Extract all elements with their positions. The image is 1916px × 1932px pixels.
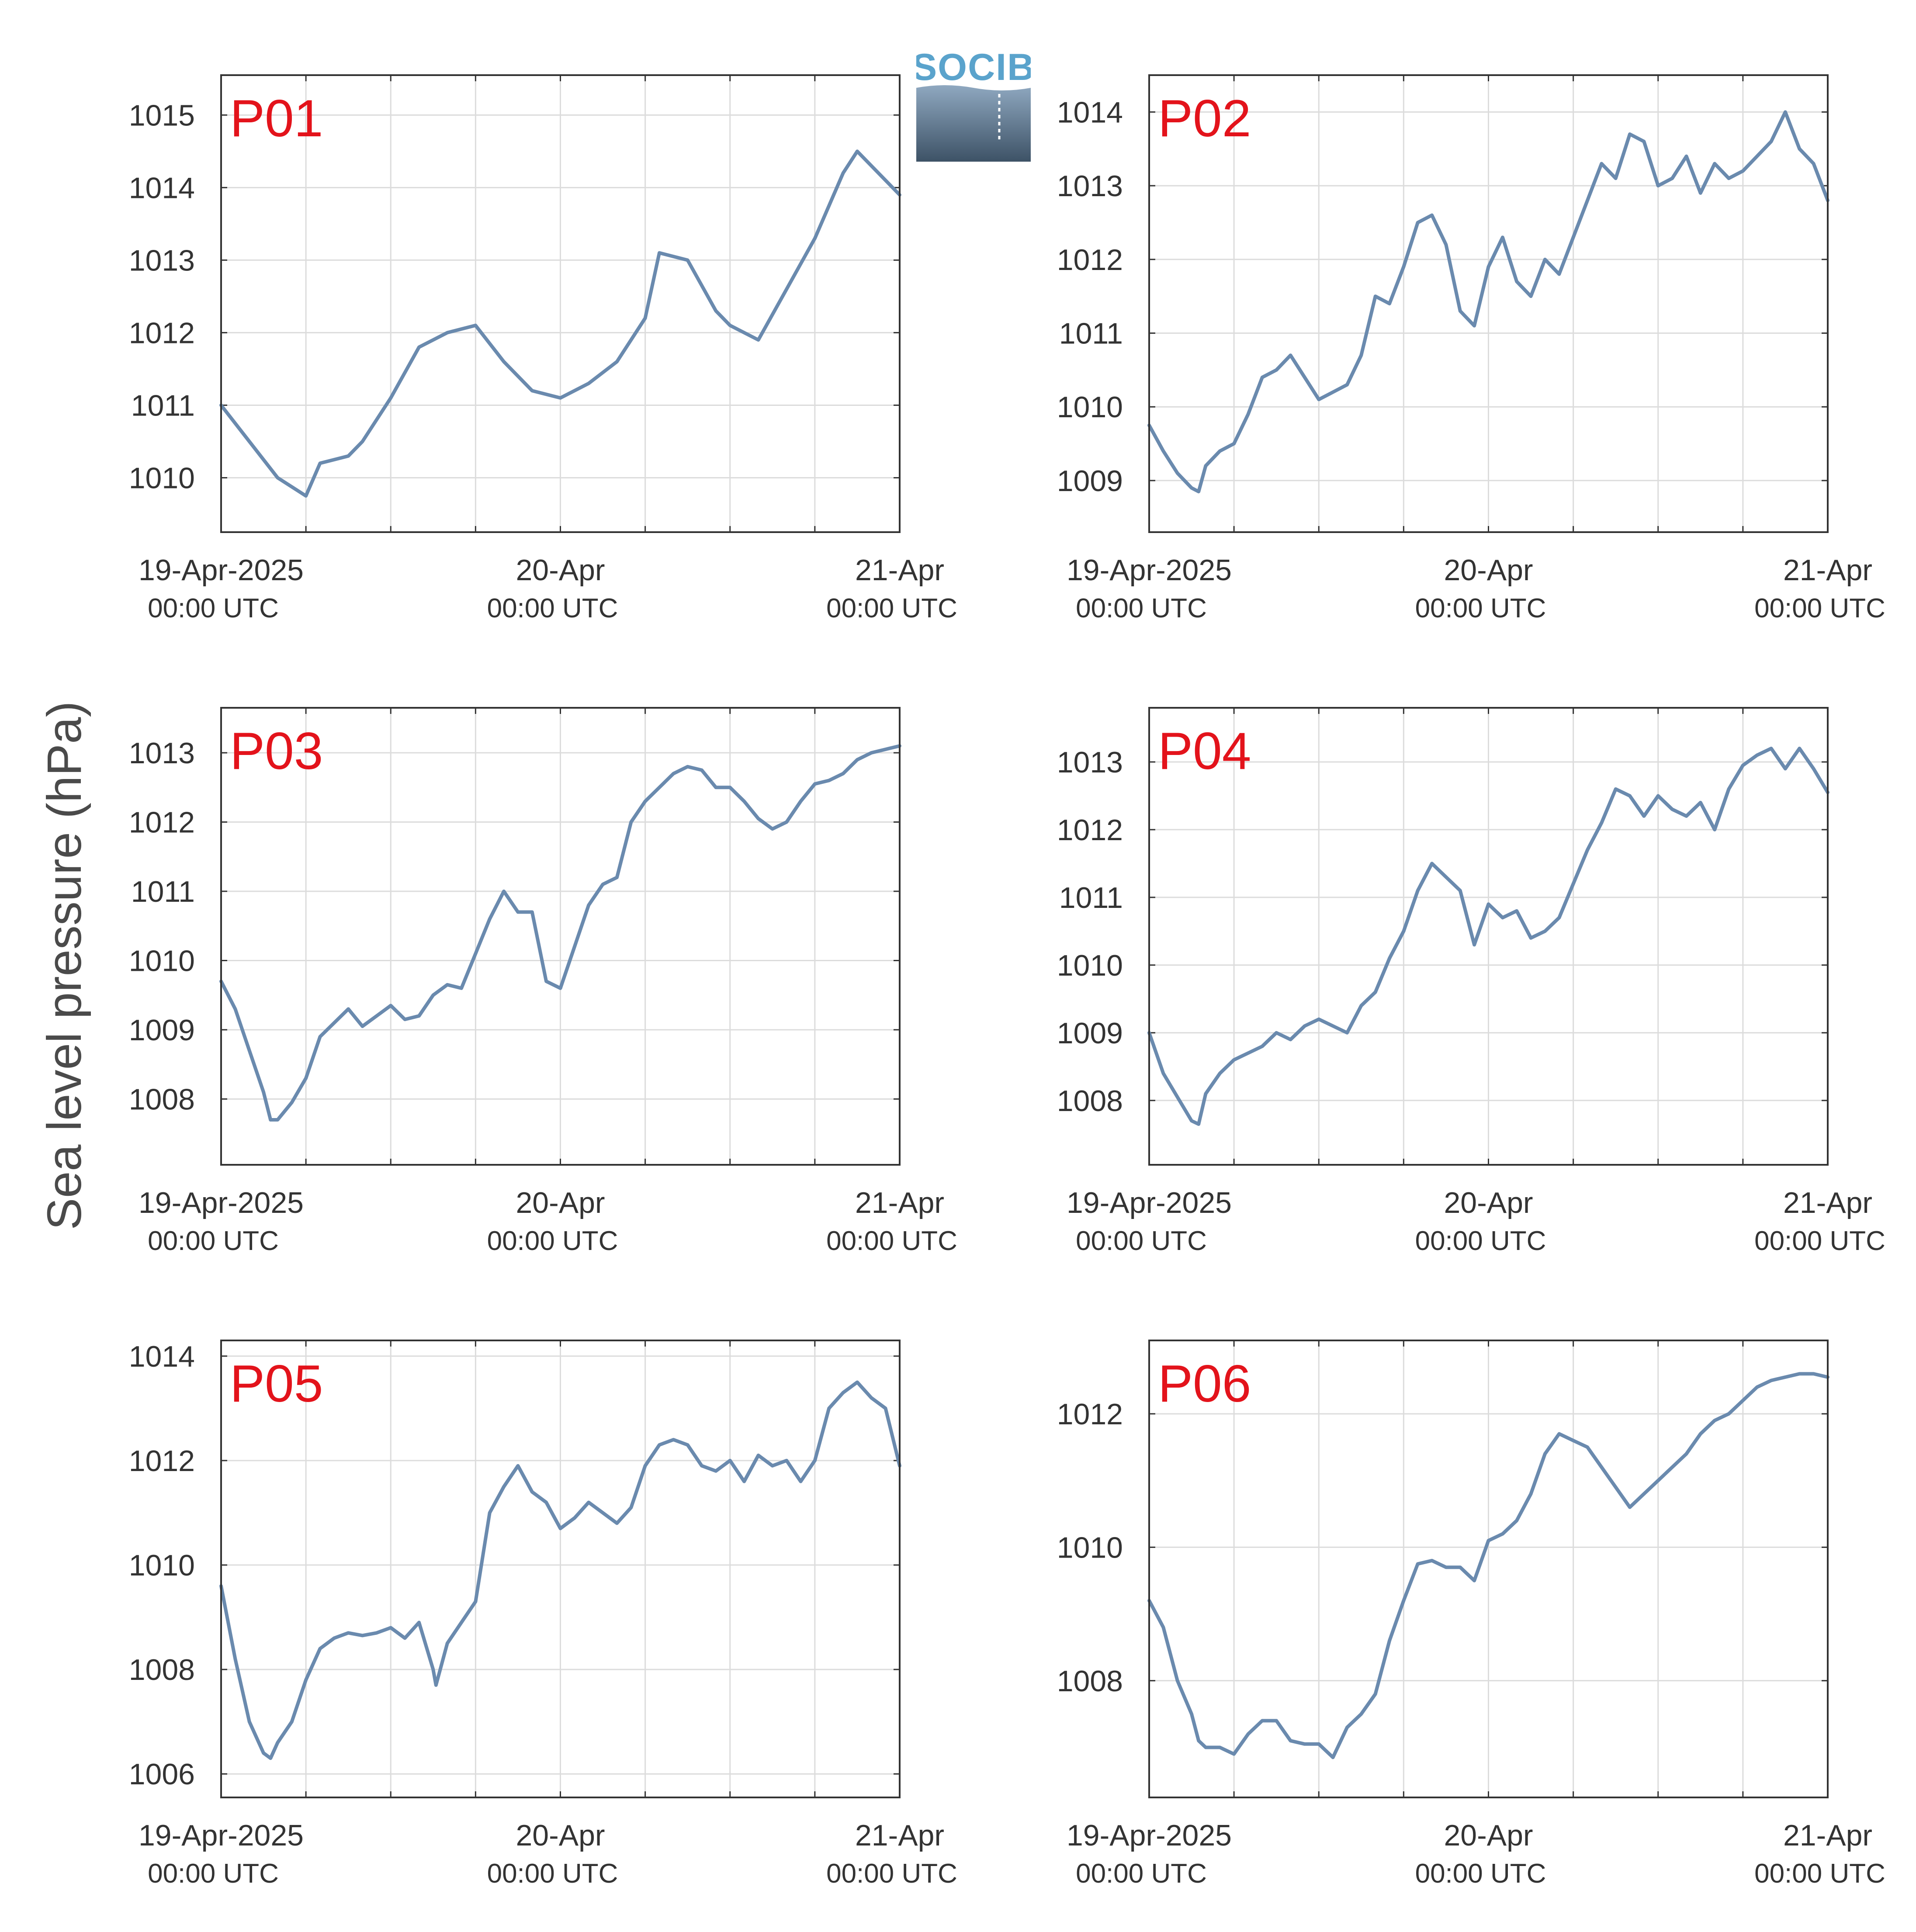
series-line-p06 <box>1147 1372 1829 1759</box>
series-line-p03 <box>219 744 901 1122</box>
y-axis-title: Sea level pressure (hPa) <box>38 701 91 1230</box>
svg-text:SOCIB: SOCIB <box>916 46 1031 88</box>
x-tick-sublabel: 00:00 UTC <box>1754 1226 1885 1256</box>
panel-p01: 1010 1011 1012 1013 1014 1015 P01 19-Apr-2025 00… <box>129 74 957 623</box>
y-tick-label: 1012 <box>129 316 195 350</box>
panel-p04: 1008 1009 1010 1011 1012 1013 P04 19-Apr-2025 00… <box>1057 707 1885 1256</box>
plot-frame <box>1148 707 1829 1166</box>
x-tick-label: 20-Apr <box>516 1186 605 1219</box>
y-tick-label: 1010 <box>1057 1531 1123 1564</box>
panel-p02: 1009 1010 1011 1012 1013 1014 P02 19-Apr-2025 00… <box>1057 74 1885 623</box>
x-tick-label: 21-Apr <box>855 1819 944 1852</box>
plot-frame <box>1148 74 1829 533</box>
series-line-p04 <box>1147 747 1829 1126</box>
x-tick-label: 20-Apr <box>1444 1186 1533 1219</box>
y-tick-label: 1010 <box>129 461 195 495</box>
x-tick-sublabel: 00:00 UTC <box>487 1226 618 1256</box>
socib-logo: SOCIB <box>912 46 1034 162</box>
x-tick-sublabel: 00:00 UTC <box>487 1859 618 1889</box>
y-tick-label: 1014 <box>129 1340 195 1373</box>
x-tick-sublabel: 00:00 UTC <box>148 1859 279 1889</box>
x-tick-sublabel: 00:00 UTC <box>1415 1226 1546 1256</box>
series-line-p05 <box>219 1380 901 1760</box>
x-tick-sublabel: 00:00 UTC <box>826 593 957 623</box>
y-tick-label: 1010 <box>129 944 195 977</box>
x-tick-label: 21-Apr <box>1783 1186 1872 1219</box>
x-tick-label: 20-Apr <box>1444 554 1533 587</box>
y-tick-label: 1010 <box>129 1549 195 1582</box>
y-tick-label: 1013 <box>1057 170 1123 203</box>
x-tick-sublabel: 00:00 UTC <box>1754 593 1885 623</box>
x-tick-label: 19-Apr-2025 <box>1067 554 1232 587</box>
x-tick-sublabel: 00:00 UTC <box>1076 1859 1207 1889</box>
x-tick-sublabel: 00:00 UTC <box>826 1859 957 1889</box>
y-tick-label: 1014 <box>1057 96 1123 129</box>
panel-label-p02: P02 <box>1158 89 1251 148</box>
series-line-p01 <box>219 149 901 498</box>
y-tick-label: 1011 <box>131 875 195 908</box>
y-tick-label: 1012 <box>1057 1398 1123 1431</box>
panel-label-p01: P01 <box>230 89 323 148</box>
y-tick-label: 1010 <box>1057 391 1123 424</box>
x-tick-sublabel: 00:00 UTC <box>1754 1859 1885 1889</box>
y-tick-label: 1012 <box>1057 814 1123 847</box>
y-tick-label: 1011 <box>1059 881 1123 914</box>
y-tick-label: 1008 <box>129 1083 195 1116</box>
x-tick-label: 20-Apr <box>516 554 605 587</box>
x-tick-sublabel: 00:00 UTC <box>148 593 279 623</box>
y-tick-label: 1015 <box>129 99 195 132</box>
plot-frame <box>220 74 901 533</box>
panels-group: 1010 1011 1012 1013 1014 1015 P01 19-Apr-2025 00… <box>129 74 1885 1889</box>
y-tick-label: 1012 <box>1057 243 1123 277</box>
panel-p03: 1008 1009 1010 1011 1012 1013 P03 19-Apr-2025 00… <box>129 707 957 1256</box>
y-tick-label: 1014 <box>129 171 195 204</box>
panel-label-p04: P04 <box>1158 722 1251 780</box>
x-tick-sublabel: 00:00 UTC <box>1415 1859 1546 1889</box>
x-tick-label: 21-Apr <box>1783 1819 1872 1852</box>
y-tick-label: 1009 <box>1057 464 1123 498</box>
x-tick-label: 21-Apr <box>855 554 944 587</box>
x-tick-sublabel: 00:00 UTC <box>826 1226 957 1256</box>
x-tick-label: 19-Apr-2025 <box>1067 1186 1232 1219</box>
x-tick-sublabel: 00:00 UTC <box>148 1226 279 1256</box>
x-tick-sublabel: 00:00 UTC <box>1415 593 1546 623</box>
y-tick-label: 1013 <box>1057 746 1123 779</box>
panel-label-p05: P05 <box>230 1354 323 1413</box>
x-tick-label: 20-Apr <box>516 1819 605 1852</box>
x-tick-label: 19-Apr-2025 <box>139 1819 304 1852</box>
y-tick-label: 1010 <box>1057 949 1123 982</box>
x-tick-label: 21-Apr <box>855 1186 944 1219</box>
panel-label-p03: P03 <box>230 722 323 780</box>
y-tick-label: 1009 <box>1057 1017 1123 1050</box>
x-tick-sublabel: 00:00 UTC <box>487 593 618 623</box>
panel-p06: 1008 1010 1012 P06 19-Apr-2025 00:00 UTC 20-Ap… <box>1057 1340 1885 1889</box>
x-tick-label: 19-Apr-2025 <box>139 554 304 587</box>
plot-frame <box>1148 1340 1829 1798</box>
plot-frame <box>220 707 901 1166</box>
y-tick-label: 1013 <box>129 244 195 277</box>
x-tick-label: 20-Apr <box>1444 1819 1533 1852</box>
y-tick-label: 1008 <box>129 1653 195 1686</box>
series-line-p02 <box>1147 110 1829 494</box>
y-tick-label: 1009 <box>129 1014 195 1047</box>
panel-label-p06: P06 <box>1158 1354 1251 1413</box>
panel-p05: 1006 1008 1010 1012 1014 P05 19-Apr-2025 00:00 … <box>129 1340 957 1889</box>
x-tick-label: 19-Apr-2025 <box>139 1186 304 1219</box>
y-tick-label: 1008 <box>1057 1665 1123 1698</box>
y-tick-label: 1008 <box>1057 1084 1123 1118</box>
plot-frame <box>220 1340 901 1798</box>
y-tick-label: 1006 <box>129 1758 195 1791</box>
y-tick-label: 1011 <box>1059 317 1123 350</box>
y-tick-label: 1012 <box>129 806 195 839</box>
y-tick-label: 1011 <box>131 389 195 422</box>
x-tick-label: 19-Apr-2025 <box>1067 1819 1232 1852</box>
y-tick-label: 1012 <box>129 1444 195 1478</box>
x-tick-sublabel: 00:00 UTC <box>1076 1226 1207 1256</box>
y-tick-label: 1013 <box>129 737 195 770</box>
x-tick-sublabel: 00:00 UTC <box>1076 593 1207 623</box>
x-tick-label: 21-Apr <box>1783 554 1872 587</box>
